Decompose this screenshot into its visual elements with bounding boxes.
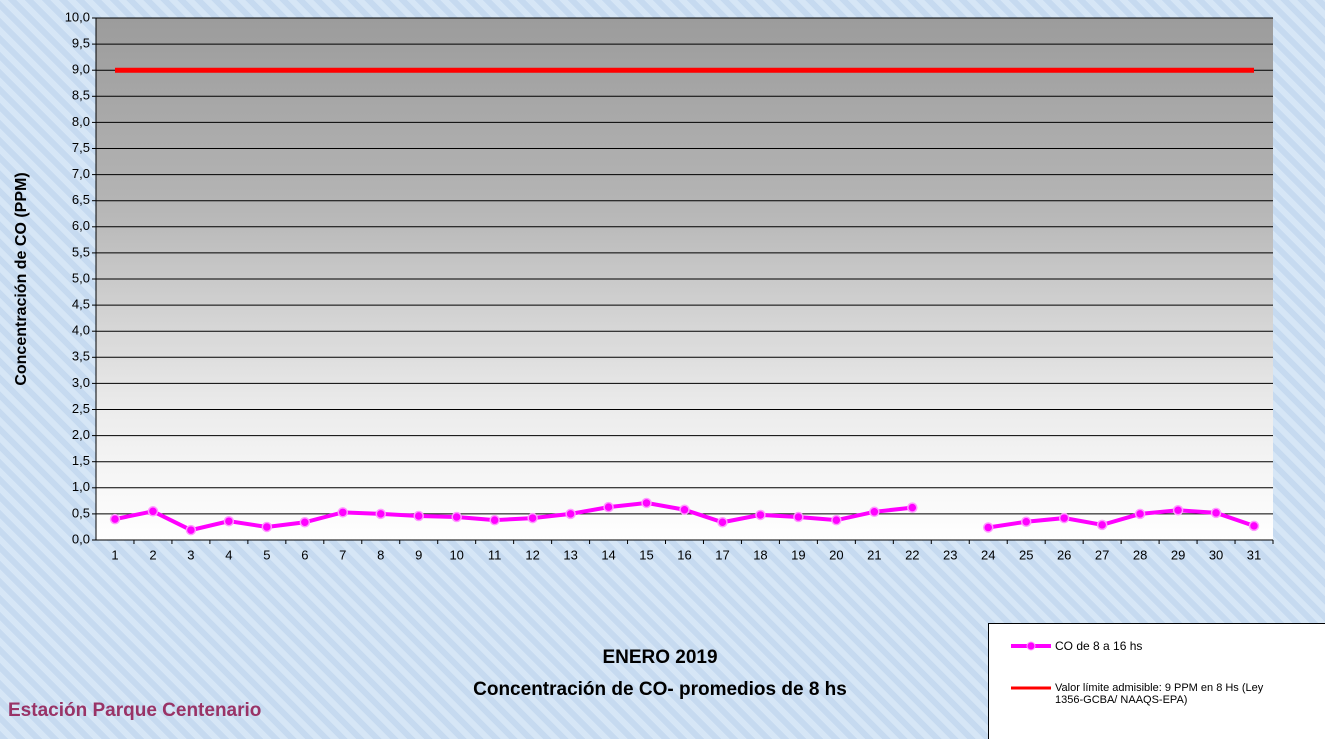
data-point bbox=[1134, 508, 1146, 520]
x-tick-label: 14 bbox=[601, 547, 615, 562]
x-tick-label: 15 bbox=[639, 547, 653, 562]
legend-entry: Valor límite admisible: 9 PPM en 8 Hs (L… bbox=[1011, 682, 1325, 706]
data-point bbox=[982, 522, 994, 533]
y-tick-label: 0,5 bbox=[72, 505, 90, 520]
data-point bbox=[641, 497, 652, 509]
x-tick-label: 1 bbox=[111, 547, 118, 562]
data-point bbox=[755, 509, 766, 521]
data-point bbox=[831, 514, 842, 526]
y-tick-label: 0,0 bbox=[72, 531, 90, 546]
data-point bbox=[489, 514, 500, 526]
data-point bbox=[147, 506, 159, 517]
data-point bbox=[1096, 519, 1108, 531]
x-tick-label: 17 bbox=[715, 547, 729, 562]
y-tick-label: 10,0 bbox=[65, 9, 90, 24]
x-tick-label: 16 bbox=[677, 547, 691, 562]
x-tick-label: 18 bbox=[753, 547, 767, 562]
x-tick-label: 12 bbox=[525, 547, 539, 562]
y-tick-label: 7,0 bbox=[72, 166, 90, 181]
data-point bbox=[1210, 507, 1222, 519]
x-tick-label: 24 bbox=[981, 547, 995, 562]
y-tick-label: 3,0 bbox=[72, 375, 90, 390]
x-tick-label: 25 bbox=[1019, 547, 1033, 562]
x-tick-label: 22 bbox=[905, 547, 919, 562]
x-tick-label: 6 bbox=[301, 547, 308, 562]
y-tick-label: 1,5 bbox=[72, 453, 90, 468]
data-point bbox=[299, 517, 311, 528]
y-tick-label: 5,5 bbox=[72, 244, 90, 259]
data-point bbox=[907, 502, 918, 513]
data-point bbox=[223, 515, 235, 527]
y-tick-label: 2,5 bbox=[72, 401, 90, 416]
data-point bbox=[717, 517, 728, 528]
data-point bbox=[1058, 512, 1070, 524]
x-tick-label: 2 bbox=[149, 547, 156, 562]
x-tick-label: 13 bbox=[563, 547, 577, 562]
data-point bbox=[1248, 520, 1260, 532]
x-tick-label: 5 bbox=[263, 547, 270, 562]
y-tick-label: 5,0 bbox=[72, 270, 90, 285]
x-tick-label: 21 bbox=[867, 547, 881, 562]
chart-subtitle: Concentración de CO- promedios de 8 hs bbox=[473, 679, 847, 700]
legend-label: CO de 8 a 16 hs bbox=[1055, 639, 1143, 653]
series-line bbox=[114, 500, 1255, 533]
y-tick-label: 8,0 bbox=[72, 114, 90, 129]
x-tick-label: 11 bbox=[488, 547, 502, 562]
y-tick-label: 7,5 bbox=[72, 140, 90, 155]
y-tick-label: 8,5 bbox=[72, 88, 90, 103]
legend-entry: CO de 8 a 16 hs bbox=[1011, 640, 1325, 652]
y-tick-label: 3,5 bbox=[72, 349, 90, 364]
y-tick-label: 1,0 bbox=[72, 479, 90, 494]
legend-label: Valor límite admisible: 9 PPM en 8 Hs (L… bbox=[1055, 682, 1264, 706]
y-tick-label: 4,0 bbox=[72, 323, 90, 338]
data-point bbox=[565, 508, 576, 520]
x-tick-label: 26 bbox=[1057, 547, 1071, 562]
station-label: Estación Parque Centenario bbox=[8, 700, 261, 721]
x-tick-label: 27 bbox=[1095, 547, 1109, 562]
data-point bbox=[793, 511, 804, 523]
y-tick-label: 9,0 bbox=[72, 62, 90, 77]
x-tick-label: 28 bbox=[1133, 547, 1147, 562]
x-tick-label: 10 bbox=[449, 547, 463, 562]
x-tick-label: 30 bbox=[1209, 547, 1223, 562]
x-tick-label: 20 bbox=[829, 547, 843, 562]
data-point bbox=[109, 513, 121, 525]
x-tick-label: 8 bbox=[377, 547, 384, 562]
legend-swatch bbox=[1011, 641, 1051, 651]
x-tick-label: 3 bbox=[187, 547, 194, 562]
y-axis-title: Concentración de CO (PPM) bbox=[13, 172, 30, 385]
x-tick-label: 29 bbox=[1171, 547, 1185, 562]
legend-marker bbox=[1026, 641, 1036, 651]
data-point bbox=[261, 521, 273, 533]
x-tick-label: 19 bbox=[791, 547, 805, 562]
data-point bbox=[413, 510, 424, 522]
legend-swatch bbox=[1011, 686, 1051, 690]
x-tick-label: 7 bbox=[339, 547, 346, 562]
data-point bbox=[679, 504, 690, 515]
data-point bbox=[1172, 504, 1184, 516]
y-tick-label: 9,5 bbox=[72, 36, 90, 51]
y-tick-label: 2,0 bbox=[72, 427, 90, 442]
legend: CO de 8 a 16 hs Valor límite admisible: 9… bbox=[988, 623, 1325, 739]
data-point bbox=[603, 501, 614, 513]
x-tick-label: 9 bbox=[415, 547, 422, 562]
x-tick-label: 31 bbox=[1247, 547, 1261, 562]
y-tick-label: 6,5 bbox=[72, 192, 90, 207]
x-tick-label: 23 bbox=[943, 547, 957, 562]
x-tick-label: 4 bbox=[225, 547, 232, 562]
data-point bbox=[337, 507, 349, 518]
data-point bbox=[1020, 516, 1032, 527]
y-tick-label: 6,0 bbox=[72, 218, 90, 233]
data-point bbox=[869, 506, 880, 518]
data-point bbox=[527, 512, 538, 524]
data-point bbox=[451, 511, 462, 523]
chart-title: ENERO 2019 bbox=[602, 647, 717, 668]
data-point bbox=[375, 508, 387, 520]
data-point bbox=[185, 524, 197, 536]
y-tick-label: 4,5 bbox=[72, 297, 90, 312]
